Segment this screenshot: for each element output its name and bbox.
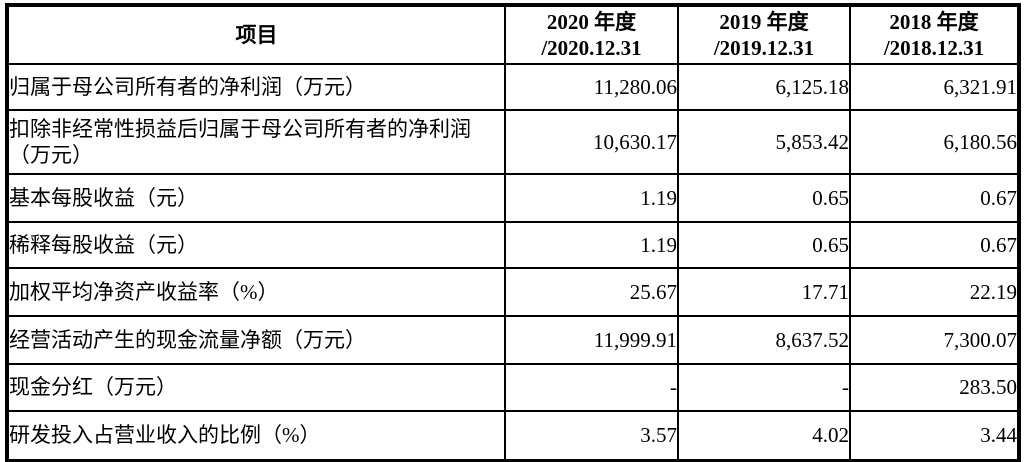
cell-value: 3.57 <box>504 410 679 462</box>
row-label: 稀释每股收益（元） <box>6 221 506 269</box>
cell-value: 1.19 <box>504 173 679 223</box>
table-row: 经营活动产生的现金流量净额（万元） 11,999.91 8,637.52 7,3… <box>6 315 1020 365</box>
cell-value: 4.02 <box>677 410 851 462</box>
cell-value: 8,637.52 <box>677 315 851 365</box>
row-label: 研发投入占营业收入的比例（%） <box>6 410 506 462</box>
cell-value: 6,125.18 <box>677 63 851 111</box>
column-header-item-label: 项目 <box>235 22 278 47</box>
cell-value: 283.50 <box>849 363 1020 412</box>
row-label: 现金分红（万元） <box>6 363 506 412</box>
cell-value: 5,853.42 <box>677 109 851 175</box>
cell-value: 17.71 <box>677 267 851 317</box>
cell-value: 6,180.56 <box>849 109 1020 175</box>
cell-value: 3.44 <box>849 410 1020 462</box>
cell-value: 7,300.07 <box>849 315 1020 365</box>
column-header-2020-date: /2020.12.31 <box>541 36 642 60</box>
cell-value: - <box>677 363 851 412</box>
cell-value: 0.67 <box>849 221 1020 269</box>
cell-value: 22.19 <box>849 267 1020 317</box>
cell-value: 11,999.91 <box>504 315 679 365</box>
cell-value: 10,630.17 <box>504 109 679 175</box>
row-label: 归属于母公司所有者的净利润（万元） <box>6 63 506 111</box>
table-row: 现金分红（万元） - - 283.50 <box>6 363 1020 412</box>
row-label: 扣除非经常性损益后归属于母公司所有者的净利润（万元） <box>6 109 506 175</box>
row-label: 加权平均净资产收益率（%） <box>6 267 506 317</box>
table-row: 加权平均净资产收益率（%） 25.67 17.71 22.19 <box>6 267 1020 317</box>
table-row: 归属于母公司所有者的净利润（万元） 11,280.06 6,125.18 6,3… <box>6 63 1020 111</box>
row-label: 经营活动产生的现金流量净额（万元） <box>6 315 506 365</box>
row-label: 基本每股收益（元） <box>6 173 506 223</box>
financial-summary-table: 项目 2020 年度 /2020.12.31 2019 年度 /2019.12.… <box>5 3 1021 462</box>
table-row: 研发投入占营业收入的比例（%） 3.57 4.02 3.44 <box>6 410 1020 462</box>
cell-value: - <box>504 363 679 412</box>
column-header-2019: 2019 年度 /2019.12.31 <box>677 4 851 65</box>
column-header-2018: 2018 年度 /2018.12.31 <box>849 4 1020 65</box>
table-row: 扣除非经常性损益后归属于母公司所有者的净利润（万元） 10,630.17 5,8… <box>6 109 1020 175</box>
column-header-item: 项目 <box>6 4 506 65</box>
cell-value: 1.19 <box>504 221 679 269</box>
cell-value: 0.65 <box>677 221 851 269</box>
cell-value: 25.67 <box>504 267 679 317</box>
column-header-2020: 2020 年度 /2020.12.31 <box>504 4 679 65</box>
cell-value: 0.65 <box>677 173 851 223</box>
column-header-2019-year: 2019 年度 <box>719 9 809 34</box>
table-row: 基本每股收益（元） 1.19 0.65 0.67 <box>6 173 1020 223</box>
table-row: 稀释每股收益（元） 1.19 0.65 0.67 <box>6 221 1020 269</box>
column-header-2020-year: 2020 年度 <box>546 9 637 34</box>
cell-value: 11,280.06 <box>504 63 679 111</box>
column-header-2019-date: /2019.12.31 <box>713 36 815 60</box>
cell-value: 0.67 <box>849 173 1020 223</box>
header-row: 项目 2020 年度 /2020.12.31 2019 年度 /2019.12.… <box>6 4 1020 65</box>
column-header-2018-date: /2018.12.31 <box>883 36 985 60</box>
cell-value: 6,321.91 <box>849 63 1020 111</box>
column-header-2018-year: 2018 年度 <box>889 9 979 34</box>
